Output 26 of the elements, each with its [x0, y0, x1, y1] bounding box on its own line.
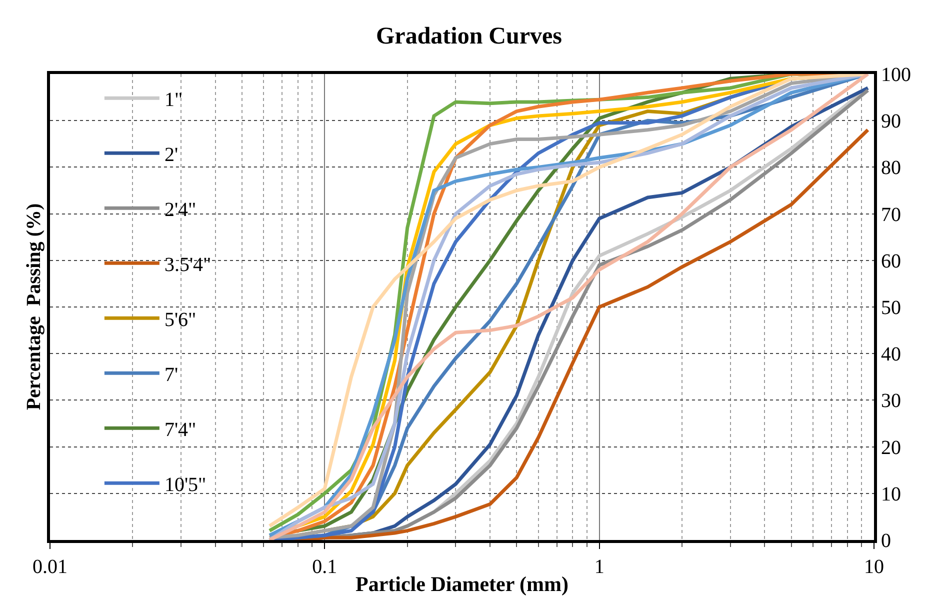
- x-axis-title: Particle Diameter (mm): [356, 572, 568, 596]
- y-tick-label: 100: [881, 64, 911, 86]
- y-tick-label: 70: [881, 204, 901, 226]
- x-tick-label: 1: [594, 556, 604, 578]
- y-tick-label: 50: [881, 297, 901, 319]
- y-tick-label: 30: [881, 390, 901, 412]
- legend-label: 7'4": [164, 418, 196, 441]
- x-tick-label: 10: [864, 556, 884, 578]
- legend-label: 2'4": [164, 198, 196, 221]
- y-axis-title: Percentage Passing (%): [23, 203, 46, 410]
- legend-label: 5'6": [164, 308, 196, 331]
- x-tick-label: 0.1: [312, 556, 338, 578]
- legend-label: 1": [164, 88, 183, 111]
- y-tick-label: 0: [881, 530, 891, 552]
- legend-label: 3.5'4": [164, 254, 212, 276]
- y-tick-label: 90: [881, 110, 901, 133]
- x-tick-label: 0.01: [32, 556, 68, 578]
- y-tick-label: 10: [881, 483, 901, 506]
- y-tick-label: 20: [881, 436, 901, 459]
- y-tick-label: 60: [881, 250, 901, 272]
- legend-label: 7': [164, 364, 178, 386]
- y-tick-label: 80: [881, 157, 901, 180]
- legend-label: 2': [164, 144, 178, 166]
- y-tick-label: 40: [881, 344, 901, 366]
- legend-label: 10'5": [164, 474, 206, 496]
- chart-title: Gradation Curves: [376, 24, 562, 50]
